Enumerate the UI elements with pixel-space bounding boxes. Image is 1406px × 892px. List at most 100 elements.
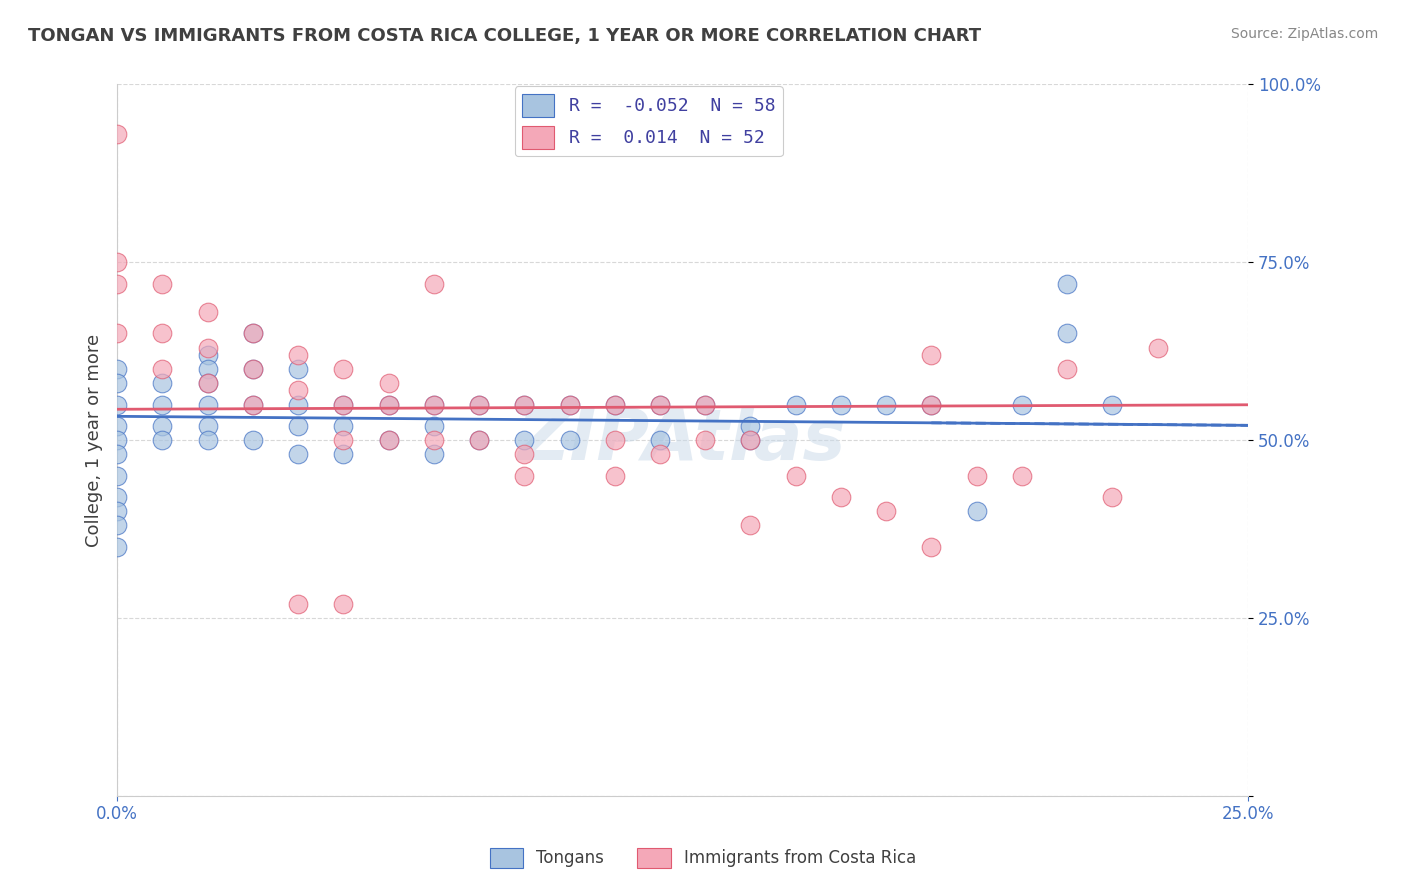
Point [740, 433, 762, 447]
Point [920, 348, 942, 362]
Point [197, 376, 219, 391]
Point [423, 398, 446, 412]
Point [152, 433, 174, 447]
Point [966, 504, 988, 518]
Point [785, 398, 807, 412]
Point [287, 384, 309, 398]
Point [377, 398, 399, 412]
Point [603, 468, 626, 483]
Point [423, 418, 446, 433]
Point [423, 447, 446, 461]
Point [287, 348, 309, 362]
Point [648, 398, 671, 412]
Point [152, 376, 174, 391]
Point [740, 433, 762, 447]
Point [513, 447, 536, 461]
Point [332, 398, 354, 412]
Point [423, 277, 446, 291]
Point [966, 468, 988, 483]
Point [152, 418, 174, 433]
Point [242, 326, 264, 341]
Point [1101, 398, 1123, 412]
Point [197, 362, 219, 376]
Point [920, 540, 942, 554]
Point [105, 504, 128, 518]
Point [105, 540, 128, 554]
Point [332, 433, 354, 447]
Legend: Tongans, Immigrants from Costa Rica: Tongans, Immigrants from Costa Rica [482, 841, 924, 875]
Point [875, 504, 897, 518]
Point [242, 362, 264, 376]
Point [105, 398, 128, 412]
Point [740, 418, 762, 433]
Point [197, 418, 219, 433]
Point [105, 447, 128, 461]
Point [695, 398, 717, 412]
Point [377, 433, 399, 447]
Point [242, 433, 264, 447]
Point [197, 433, 219, 447]
Point [242, 398, 264, 412]
Point [603, 398, 626, 412]
Point [558, 398, 581, 412]
Point [197, 341, 219, 355]
Point [332, 398, 354, 412]
Point [513, 398, 536, 412]
Point [1056, 362, 1078, 376]
Point [197, 348, 219, 362]
Point [695, 433, 717, 447]
Point [242, 362, 264, 376]
Point [513, 468, 536, 483]
Point [1101, 490, 1123, 504]
Point [875, 398, 897, 412]
Point [105, 277, 128, 291]
Point [920, 398, 942, 412]
Point [513, 433, 536, 447]
Point [468, 433, 491, 447]
Point [830, 490, 852, 504]
Point [105, 418, 128, 433]
Point [468, 433, 491, 447]
Point [105, 518, 128, 533]
Point [603, 398, 626, 412]
Point [423, 398, 446, 412]
Point [920, 398, 942, 412]
Point [830, 398, 852, 412]
Point [423, 433, 446, 447]
Point [1011, 468, 1033, 483]
Point [287, 597, 309, 611]
Point [152, 398, 174, 412]
Legend: R =  -0.052  N = 58, R =  0.014  N = 52: R = -0.052 N = 58, R = 0.014 N = 52 [515, 87, 783, 156]
Point [468, 398, 491, 412]
Point [152, 277, 174, 291]
Point [648, 398, 671, 412]
Point [197, 376, 219, 391]
Point [105, 362, 128, 376]
Point [197, 305, 219, 319]
Point [377, 433, 399, 447]
Point [695, 398, 717, 412]
Text: ZIPAtlas: ZIPAtlas [519, 406, 846, 475]
Point [105, 326, 128, 341]
Point [105, 127, 128, 141]
Point [287, 362, 309, 376]
Point [648, 433, 671, 447]
Point [332, 362, 354, 376]
Point [377, 398, 399, 412]
Point [332, 597, 354, 611]
Point [332, 447, 354, 461]
Text: TONGAN VS IMMIGRANTS FROM COSTA RICA COLLEGE, 1 YEAR OR MORE CORRELATION CHART: TONGAN VS IMMIGRANTS FROM COSTA RICA COL… [28, 27, 981, 45]
Point [1056, 326, 1078, 341]
Point [332, 418, 354, 433]
Text: Source: ZipAtlas.com: Source: ZipAtlas.com [1230, 27, 1378, 41]
Point [197, 398, 219, 412]
Point [558, 398, 581, 412]
Y-axis label: College, 1 year or more: College, 1 year or more [86, 334, 103, 547]
Point [785, 468, 807, 483]
Point [513, 398, 536, 412]
Point [603, 433, 626, 447]
Point [152, 326, 174, 341]
Point [242, 326, 264, 341]
Point [740, 518, 762, 533]
Point [287, 447, 309, 461]
